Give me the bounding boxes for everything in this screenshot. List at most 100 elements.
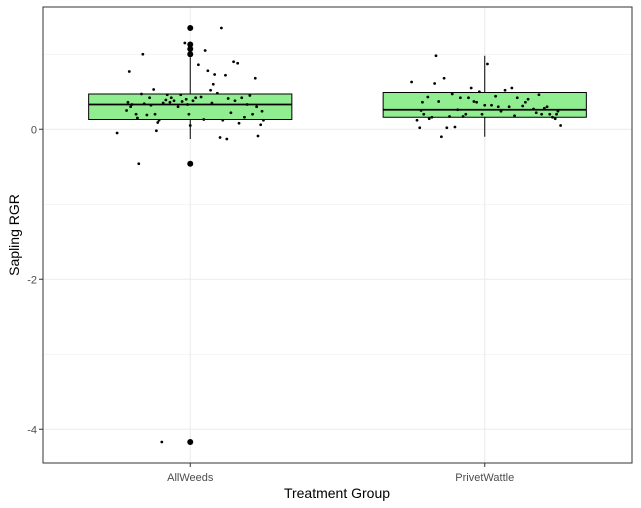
jitter-point (537, 93, 541, 97)
jitter-point (430, 115, 434, 119)
jitter-point (427, 117, 431, 121)
jitter-point (220, 26, 223, 30)
jitter-point (179, 93, 183, 97)
jitter-point (221, 118, 225, 122)
jitter-point (450, 92, 454, 96)
jitter-point (194, 96, 198, 100)
jitter-point (260, 109, 264, 113)
jitter-point (148, 96, 152, 100)
jitter-point (532, 107, 535, 111)
jitter-point (136, 116, 139, 120)
jitter-point (433, 82, 437, 85)
outlier-point (187, 439, 194, 445)
jitter-point (526, 97, 530, 101)
jitter-point (419, 109, 423, 112)
outlier-point (187, 41, 194, 48)
jitter-point (129, 105, 133, 109)
jitter-point (134, 112, 138, 116)
jitter-point (199, 95, 203, 99)
jitter-point (187, 112, 191, 116)
jitter-point (233, 99, 237, 103)
jitter-point (161, 101, 165, 105)
outlier-point (187, 46, 194, 52)
jitter-point (456, 108, 460, 112)
jitter-point (259, 123, 263, 127)
y-axis: 0 -2 -4 (27, 124, 43, 436)
jitter-point (251, 112, 254, 116)
jitter-point (426, 95, 430, 99)
jitter-point (130, 103, 134, 106)
jitter-point (202, 118, 206, 121)
x-axis-title: Treatment Group (284, 485, 390, 501)
jitter-point (467, 96, 470, 100)
jitter-point (458, 96, 462, 100)
jitter-point (172, 99, 176, 103)
jitter-point (253, 76, 257, 80)
jitter-point (127, 70, 131, 73)
jitter-point (475, 100, 479, 104)
jitter-point (176, 105, 180, 109)
jitter-point (145, 113, 149, 117)
jitter-point (229, 111, 233, 115)
jitter-point (461, 115, 465, 118)
jitter-point (160, 440, 164, 444)
jitter-point (137, 162, 141, 166)
jitter-point (477, 90, 481, 94)
jitter-point (243, 115, 246, 119)
jitter-point (262, 118, 265, 122)
data-points (115, 26, 563, 444)
jitter-point (434, 54, 438, 58)
jitter-point (140, 92, 143, 96)
jitter-point (115, 131, 119, 135)
jitter-point (415, 118, 419, 122)
y-tick-label: -2 (27, 274, 37, 286)
jitter-point (255, 105, 259, 109)
jitter-point (237, 121, 241, 125)
jitter-point (515, 96, 519, 100)
plot-background (43, 7, 632, 463)
jitter-point (483, 103, 487, 107)
jitter-point (553, 117, 557, 121)
y-tick-label: 0 (31, 124, 37, 136)
jitter-point (209, 88, 212, 92)
x-tick-label: AllWeeds (167, 472, 214, 484)
jitter-point (542, 106, 546, 110)
jitter-point (555, 112, 558, 116)
jitter-point (141, 52, 145, 56)
jitter-point (149, 103, 153, 107)
jitter-point (534, 111, 538, 115)
jitter-point (496, 105, 500, 109)
jitter-point (545, 105, 549, 109)
jitter-point (180, 100, 184, 103)
jitter-point (418, 126, 422, 130)
jitter-point (494, 94, 497, 98)
jitter-point (196, 63, 200, 67)
jitter-point (490, 103, 493, 107)
box-AllWeeds (88, 93, 293, 120)
jitter-point (448, 115, 451, 118)
jitter-point (154, 129, 158, 133)
jitter-point (556, 109, 560, 113)
jitter-point (421, 100, 424, 104)
jitter-point (464, 112, 468, 116)
jitter-point (186, 103, 189, 106)
jitter-point (157, 118, 161, 122)
jitter-point (442, 76, 446, 80)
jitter-point (225, 137, 229, 141)
jitter-point (125, 109, 128, 112)
jitter-point (203, 49, 207, 52)
jitter-point (215, 91, 219, 95)
jitter-point (521, 104, 525, 108)
jitter-point (507, 105, 511, 109)
jitter-point (540, 112, 544, 116)
jitter-point (213, 73, 217, 76)
jitter-point (153, 112, 157, 116)
x-tick-label: PrivetWattle (455, 472, 514, 484)
jitter-point (480, 112, 484, 116)
jitter-point (156, 121, 160, 124)
jitter-point (211, 82, 215, 86)
jitter-point (126, 100, 130, 104)
y-axis-title: Sapling RGR (6, 194, 22, 276)
jitter-point (551, 115, 554, 119)
